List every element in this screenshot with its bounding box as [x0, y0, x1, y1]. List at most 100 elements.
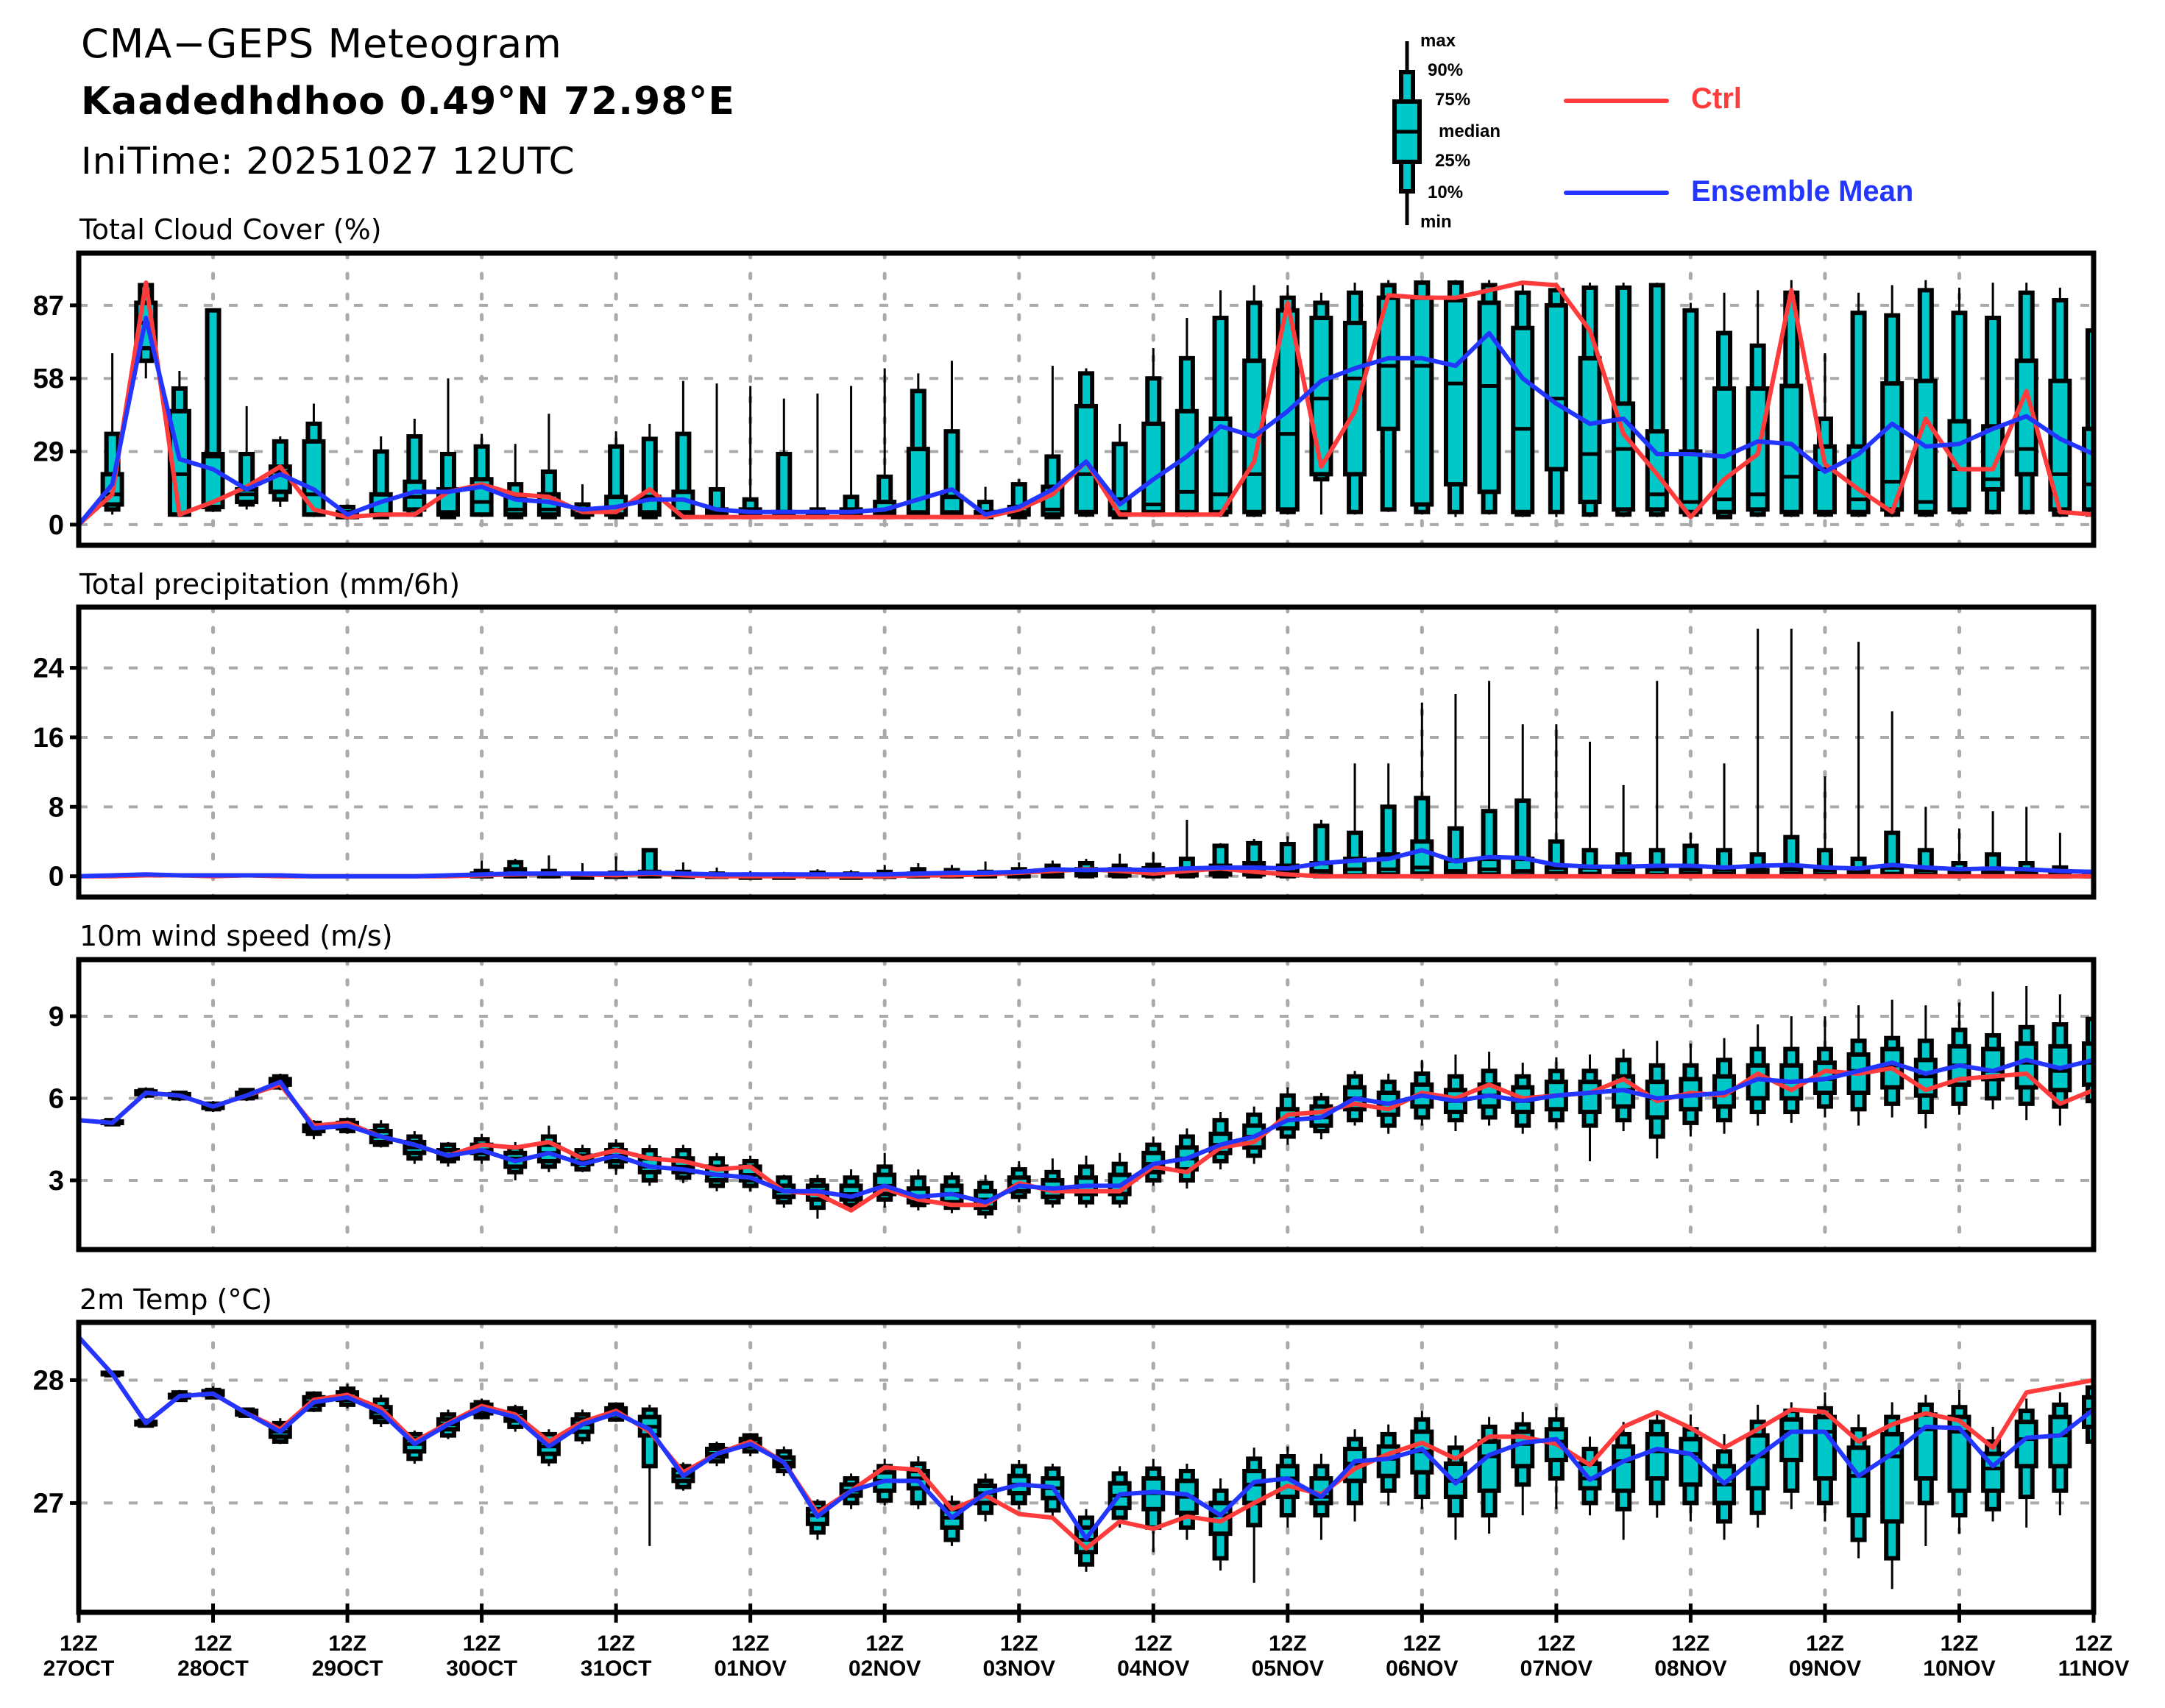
boxplot	[2014, 986, 2038, 1121]
boxplot	[1913, 280, 1938, 517]
panel-title-cloud: Total Cloud Cover (%)	[79, 213, 382, 246]
boxplot	[167, 370, 191, 517]
x-tick-date-label: 04NOV	[1117, 1656, 1189, 1681]
boxplot	[1981, 991, 2005, 1110]
x-tick-date-label: 01NOV	[714, 1656, 786, 1681]
box-p25-p75	[1779, 383, 1804, 514]
series-lines	[79, 280, 2094, 527]
boxplot	[1813, 1016, 1837, 1118]
box-p25-p75	[1443, 298, 1467, 487]
boxplot	[1712, 1434, 1737, 1540]
boxplot	[1174, 318, 1199, 517]
legend-label-p75: 75%	[1435, 90, 1471, 110]
x-tick-hour-label: 12Z	[194, 1631, 233, 1656]
x-tick-date-label: 28OCT	[177, 1656, 249, 1681]
box-p25-p75	[1913, 1412, 1938, 1481]
box-p25-p75	[1477, 300, 1501, 495]
x-tick-hour-label: 12Z	[731, 1631, 770, 1656]
box-p25-p75	[2014, 1041, 2038, 1090]
boxplot	[1645, 1414, 1669, 1518]
x-tick-hour-label: 12Z	[60, 1631, 98, 1656]
boxplot	[1074, 1155, 1098, 1208]
x-tick-hour-label: 12Z	[463, 1631, 501, 1656]
boxplot	[1612, 1422, 1636, 1540]
ensemble-mean-line	[79, 316, 2094, 526]
x-tick-date-label: 30OCT	[446, 1656, 517, 1681]
y-tick-label: 0	[49, 862, 64, 893]
boxplot	[940, 361, 964, 520]
box-p25-p75	[1141, 421, 1166, 514]
boxplot	[772, 398, 796, 520]
panel-title-wind: 10m wind speed (m/s)	[79, 920, 393, 952]
boxplot	[1779, 1402, 1804, 1509]
boxplot	[1981, 283, 2005, 515]
boxplots	[100, 1370, 2094, 1590]
box-p25-p75	[1074, 403, 1098, 514]
boxplot	[1410, 702, 1434, 879]
ensemble-mean-line	[79, 1335, 2094, 1541]
y-tick-label: 0	[49, 510, 64, 541]
boxplot	[503, 444, 528, 520]
boxplot	[2048, 1392, 2072, 1516]
legend-label-min: min	[1420, 212, 1452, 232]
boxplot	[1846, 292, 1871, 517]
legend-mean-label: Ensemble Mean	[1691, 175, 1914, 208]
boxplot	[1779, 628, 1804, 879]
boxplot	[906, 1169, 930, 1211]
panel-title-precip: Total precipitation (mm/6h)	[79, 568, 461, 600]
boxplot	[1746, 290, 1770, 517]
boxplot	[235, 405, 259, 510]
init-time-label: IniTime: 20251027 12UTC	[81, 140, 575, 183]
boxplot	[1578, 1054, 1602, 1161]
boxplot	[1275, 285, 1300, 515]
y-tick-label: 58	[33, 364, 64, 394]
boxplot	[1612, 283, 1636, 517]
box-p25-p75	[201, 452, 225, 509]
x-tick-hour-label: 12Z	[1134, 1631, 1172, 1656]
x-tick-hour-label: 12Z	[2074, 1631, 2113, 1656]
boxplot	[2014, 807, 2038, 879]
boxplot	[873, 1152, 897, 1208]
box-p25-p75	[1578, 355, 1602, 505]
y-tick-label: 9	[49, 1002, 64, 1032]
box-p25-p75	[1343, 320, 1367, 477]
box-p25-p75	[1612, 1444, 1636, 1493]
legend-label-p25: 25%	[1435, 151, 1471, 171]
boxplot	[805, 393, 829, 520]
boxplot	[1443, 1435, 1467, 1540]
boxplot	[1779, 1016, 1804, 1123]
legend-glyphs	[1392, 41, 1669, 225]
y-tick-label: 16	[33, 723, 64, 754]
y-tick-label: 29	[33, 437, 64, 468]
box-p25-p75	[1612, 401, 1636, 512]
boxplot	[470, 433, 494, 517]
chart-title: CMA−GEPS Meteogram	[81, 21, 562, 67]
boxplot	[1679, 1043, 1703, 1137]
boxplot	[1410, 1411, 1434, 1509]
box-p25-p75	[1578, 1080, 1602, 1115]
boxplot	[1645, 681, 1669, 879]
boxplot	[1612, 784, 1636, 879]
x-tick-hour-label: 12Z	[1941, 1631, 1979, 1656]
panel-3: 272812Z27OCT12Z28OCT12Z29OCT12Z30OCT12Z3…	[33, 1319, 2130, 1681]
boxplot	[1141, 348, 1166, 517]
boxplot	[1343, 283, 1367, 515]
legend-ctrl-label: Ctrl	[1691, 82, 1742, 115]
boxplot	[671, 380, 695, 520]
x-tick-date-label: 09NOV	[1789, 1656, 1861, 1681]
boxplot	[1208, 1478, 1233, 1571]
boxplot	[1846, 1414, 1871, 1559]
ensemble-mean-line	[79, 848, 2094, 879]
panel-frame	[76, 957, 2097, 1252]
box-p25-p75	[906, 447, 930, 517]
boxplot	[1511, 283, 1535, 517]
boxplot	[1712, 763, 1737, 879]
y-tick-label: 28	[33, 1365, 64, 1396]
x-tick-hour-label: 12Z	[597, 1631, 635, 1656]
series-lines	[79, 848, 2094, 879]
boxplot	[1242, 1447, 1266, 1583]
x-tick-date-label: 11NOV	[2058, 1656, 2130, 1681]
boxplot	[1443, 693, 1467, 879]
legend-label-p10: 10%	[1428, 183, 1464, 202]
boxplot	[1947, 1002, 1971, 1115]
